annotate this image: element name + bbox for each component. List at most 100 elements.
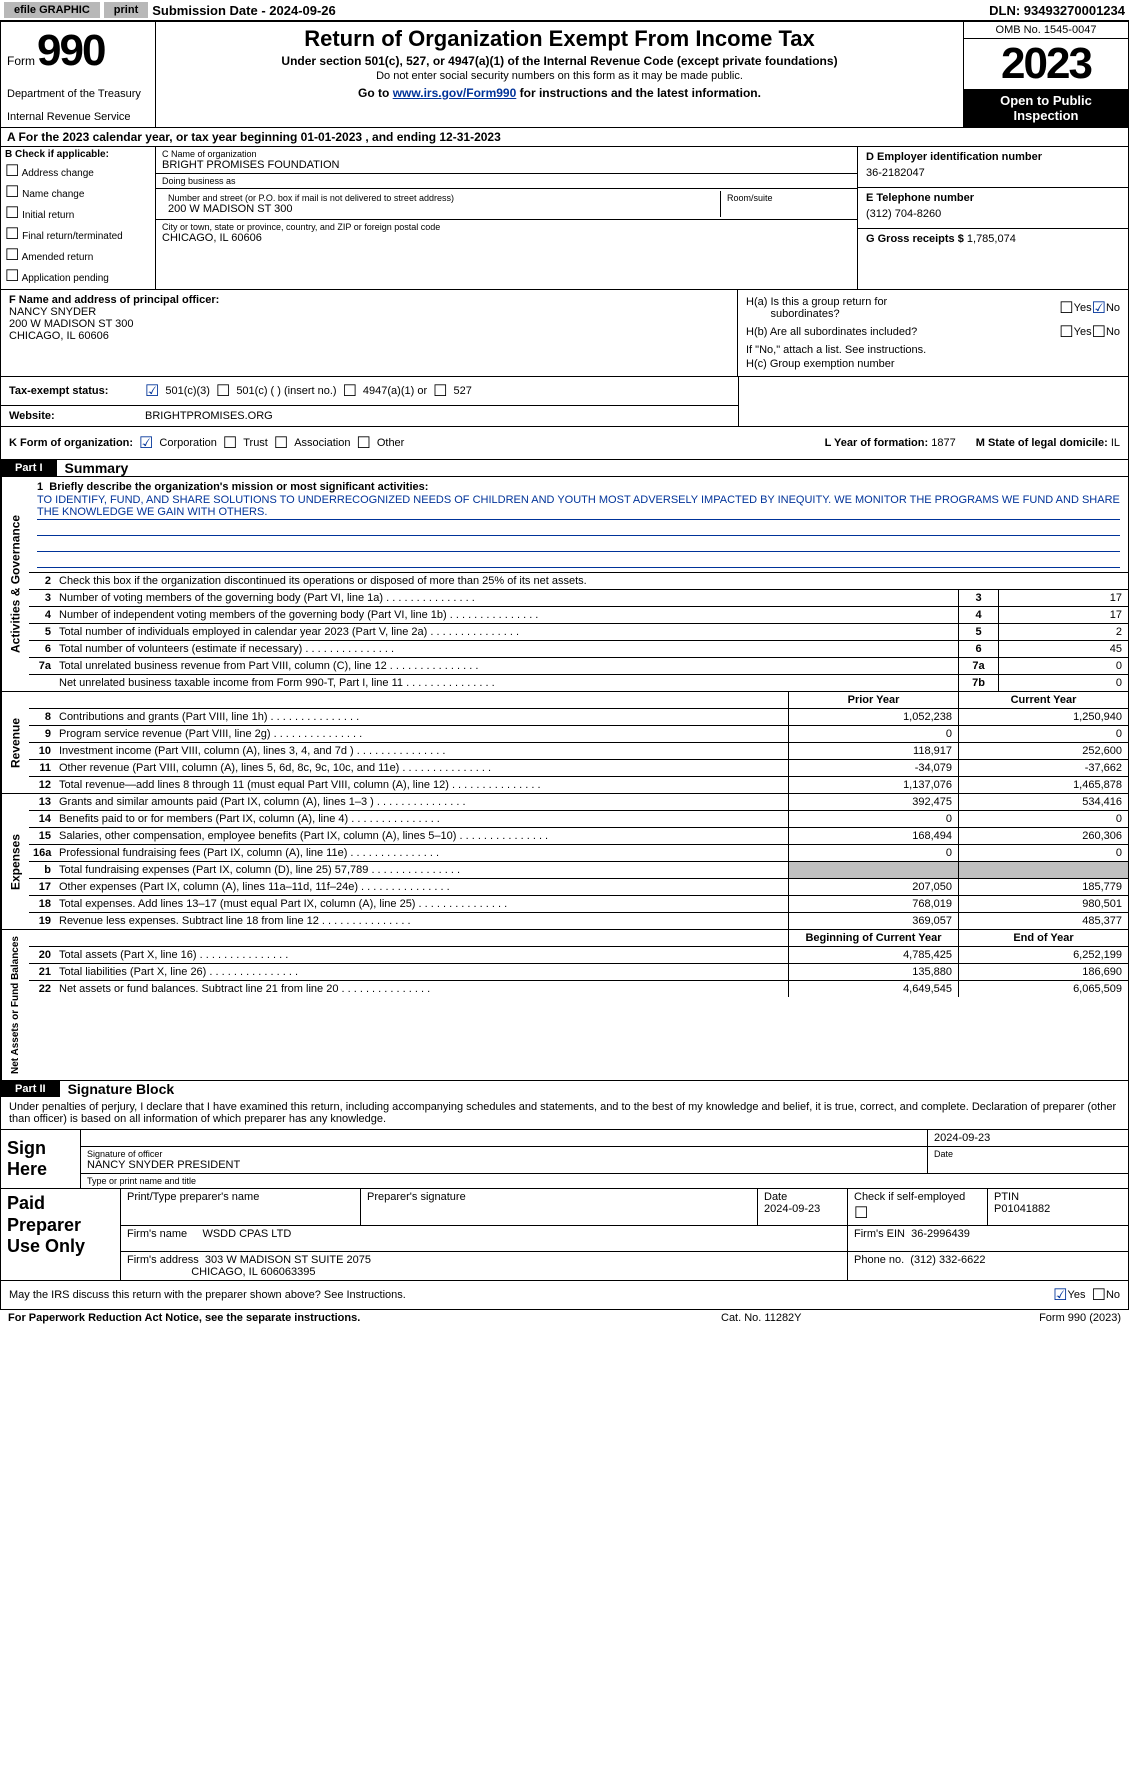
topbar: efile GRAPHIC print Submission Date - 20…	[0, 0, 1129, 21]
irs-discuss-text: May the IRS discuss this return with the…	[9, 1289, 1053, 1301]
chk-self-employed[interactable]	[854, 1209, 868, 1221]
org-name: BRIGHT PROMISES FOUNDATION	[162, 159, 851, 171]
table-row: 12Total revenue—add lines 8 through 11 (…	[29, 777, 1128, 793]
chk-amended[interactable]: Amended return	[5, 245, 151, 265]
city-label: City or town, state or province, country…	[162, 222, 851, 232]
firm-phone-value: (312) 332-6622	[910, 1254, 985, 1266]
end-year-hdr: End of Year	[958, 930, 1128, 946]
firm-name-value: WSDD CPAS LTD	[202, 1228, 291, 1240]
sig-date: 2024-09-23	[928, 1130, 1128, 1146]
website-value: BRIGHTPROMISES.ORG	[145, 410, 273, 422]
i-label: Tax-exempt status:	[9, 385, 139, 397]
part-ii-badge: Part II	[1, 1081, 60, 1097]
chk-assoc[interactable]	[274, 433, 288, 453]
print-button[interactable]: print	[104, 2, 148, 18]
revenue-section: Revenue Prior Year Current Year 8Contrib…	[1, 692, 1128, 794]
table-row: 11Other revenue (Part VIII, column (A), …	[29, 760, 1128, 777]
chk-4947[interactable]	[343, 381, 357, 401]
paid-preparer-block: Paid Preparer Use Only Print/Type prepar…	[1, 1189, 1128, 1281]
chk-final-return[interactable]: Final return/terminated	[5, 224, 151, 244]
sign-here-label: Sign Here	[1, 1130, 81, 1188]
officer-sig-name: NANCY SNYDER PRESIDENT	[87, 1159, 921, 1171]
hb-note: If "No," attach a list. See instructions…	[746, 344, 1120, 356]
table-row: 6Total number of volunteers (estimate if…	[29, 641, 1128, 658]
firm-ein-value: 36-2996439	[911, 1228, 970, 1240]
dept-treasury: Department of the Treasury	[7, 88, 149, 100]
efile-button[interactable]: efile GRAPHIC	[4, 2, 100, 18]
chk-501c[interactable]	[216, 381, 230, 401]
part-i-header: Part I Summary	[1, 460, 1128, 477]
dln-label: DLN: 93493270001234	[989, 3, 1125, 18]
phone-value: (312) 704-8260	[866, 204, 1120, 224]
firm-ein-label: Firm's EIN	[854, 1228, 905, 1240]
governance-section: Activities & Governance 1 Briefly descri…	[1, 477, 1128, 692]
state-domicile: IL	[1111, 437, 1120, 449]
table-row: 4Number of independent voting members of…	[29, 607, 1128, 624]
table-row: 20Total assets (Part X, line 16)4,785,42…	[29, 947, 1128, 964]
chk-trust[interactable]	[223, 433, 237, 453]
goto-prefix: Go to	[358, 86, 393, 100]
ptin-label: PTIN	[994, 1191, 1122, 1203]
table-row: 19Revenue less expenses. Subtract line 1…	[29, 913, 1128, 929]
ha-label: H(a) Is this a group return for	[746, 296, 887, 308]
section-h: H(a) Is this a group return for subordin…	[738, 290, 1128, 376]
hb-yes[interactable]	[1059, 322, 1073, 342]
chk-app-pending[interactable]: Application pending	[5, 266, 151, 286]
table-row: 21Total liabilities (Part X, line 26)135…	[29, 964, 1128, 981]
form-footer: Form 990 (2023)	[921, 1312, 1121, 1324]
table-row: 9Program service revenue (Part VIII, lin…	[29, 726, 1128, 743]
f-label: F Name and address of principal officer:	[9, 294, 729, 306]
part-ii-title: Signature Block	[60, 1081, 175, 1097]
b-header: B Check if applicable:	[5, 149, 151, 160]
section-c: C Name of organization BRIGHT PROMISES F…	[156, 147, 858, 289]
mission-text: TO IDENTIFY, FUND, AND SHARE SOLUTIONS T…	[37, 493, 1120, 520]
firm-addr-label: Firm's address	[127, 1254, 199, 1266]
chk-527[interactable]	[433, 381, 447, 401]
sign-here-block: Sign Here 2024-09-23 Signature of office…	[1, 1129, 1128, 1189]
footer: For Paperwork Reduction Act Notice, see …	[0, 1310, 1129, 1326]
chk-corp[interactable]	[139, 433, 153, 453]
chk-501c3[interactable]	[145, 381, 159, 401]
part-i-title: Summary	[57, 460, 129, 476]
form-word: Form	[7, 54, 35, 68]
table-row: bTotal fundraising expenses (Part IX, co…	[29, 862, 1128, 879]
ha-no[interactable]	[1092, 298, 1106, 318]
ptin-value: P01041882	[994, 1203, 1122, 1215]
table-row: 16aProfessional fundraising fees (Part I…	[29, 845, 1128, 862]
table-row: 3Number of voting members of the governi…	[29, 590, 1128, 607]
revenue-header: Prior Year Current Year	[29, 692, 1128, 709]
type-name-label: Type or print name and title	[87, 1176, 1122, 1186]
form-header: Form 990 Department of the Treasury Inte…	[1, 22, 1128, 128]
section-b: B Check if applicable: Address change Na…	[1, 147, 156, 289]
hb-no[interactable]	[1092, 322, 1106, 342]
irs-link[interactable]: www.irs.gov/Form990	[393, 86, 517, 100]
section-f: F Name and address of principal officer:…	[1, 290, 738, 376]
chk-name-change[interactable]: Name change	[5, 182, 151, 202]
chk-initial-return[interactable]: Initial return	[5, 203, 151, 223]
irs-no[interactable]	[1092, 1285, 1106, 1305]
form-title: Return of Organization Exempt From Incom…	[166, 26, 953, 52]
chk-address-change[interactable]: Address change	[5, 161, 151, 181]
table-row: 7aTotal unrelated business revenue from …	[29, 658, 1128, 675]
tax-year: 2023	[964, 39, 1128, 89]
k-label: K Form of organization:	[9, 437, 133, 449]
goto-suffix: for instructions and the latest informat…	[516, 86, 761, 100]
side-governance: Activities & Governance	[1, 477, 29, 691]
row-k: K Form of organization: Corporation Trus…	[1, 427, 1128, 460]
gross-receipts-label: G Gross receipts $	[866, 233, 964, 245]
submission-date: Submission Date - 2024-09-26	[152, 3, 336, 18]
officer-city: CHICAGO, IL 60606	[9, 330, 729, 342]
section-ij: Tax-exempt status: 501(c)(3) 501(c) ( ) …	[1, 377, 1128, 427]
irs-yes[interactable]	[1053, 1285, 1067, 1305]
pdate-value: 2024-09-23	[764, 1203, 841, 1215]
chk-other[interactable]	[356, 433, 370, 453]
ein-label: D Employer identification number	[866, 151, 1120, 163]
irs-discuss-row: May the IRS discuss this return with the…	[1, 1281, 1128, 1309]
part-i-badge: Part I	[1, 460, 57, 476]
form-990: Form 990 Department of the Treasury Inte…	[0, 21, 1129, 1310]
ha-yes[interactable]	[1059, 298, 1073, 318]
omb-number: OMB No. 1545-0047	[964, 22, 1128, 39]
form-subtitle: Under section 501(c), 527, or 4947(a)(1)…	[166, 54, 953, 68]
table-row: 17Other expenses (Part IX, column (A), l…	[29, 879, 1128, 896]
current-year-hdr: Current Year	[958, 692, 1128, 708]
